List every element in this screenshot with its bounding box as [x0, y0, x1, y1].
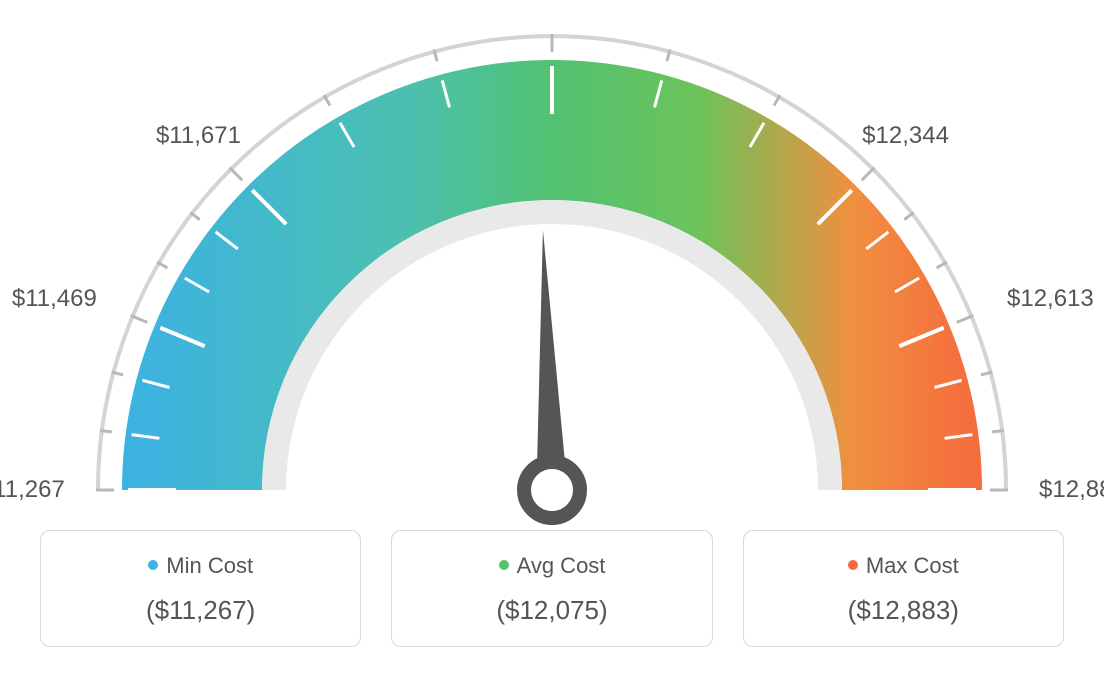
- gauge-tick-label: $12,613: [1007, 285, 1094, 313]
- max-cost-value: ($12,883): [754, 595, 1053, 626]
- max-dot-icon: [848, 560, 858, 570]
- min-cost-title: Min Cost: [51, 553, 350, 579]
- max-cost-label: Max Cost: [866, 553, 959, 578]
- avg-cost-label: Avg Cost: [517, 553, 606, 578]
- gauge-tick-label: $11,267: [0, 476, 65, 504]
- avg-dot-icon: [499, 560, 509, 570]
- gauge-tick-label: $11,469: [12, 285, 97, 313]
- max-cost-title: Max Cost: [754, 553, 1053, 579]
- min-cost-card: Min Cost ($11,267): [40, 530, 361, 647]
- avg-cost-title: Avg Cost: [402, 553, 701, 579]
- min-cost-label: Min Cost: [166, 553, 253, 578]
- summary-cards: Min Cost ($11,267) Avg Cost ($12,075) Ma…: [0, 530, 1104, 647]
- gauge-svg: [0, 0, 1104, 540]
- avg-cost-value: ($12,075): [402, 595, 701, 626]
- gauge-tick-label: $12,883: [1039, 476, 1104, 504]
- gauge-tick-label: $11,671: [156, 122, 241, 150]
- avg-cost-card: Avg Cost ($12,075): [391, 530, 712, 647]
- gauge-tick-label: $12,344: [862, 122, 949, 150]
- min-dot-icon: [148, 560, 158, 570]
- min-cost-value: ($11,267): [51, 595, 350, 626]
- gauge-tick-label: $12,075: [509, 0, 596, 4]
- max-cost-card: Max Cost ($12,883): [743, 530, 1064, 647]
- gauge-chart: $11,267 $11,469 $11,671 $12,075 $12,344 $12,6…: [0, 0, 1104, 540]
